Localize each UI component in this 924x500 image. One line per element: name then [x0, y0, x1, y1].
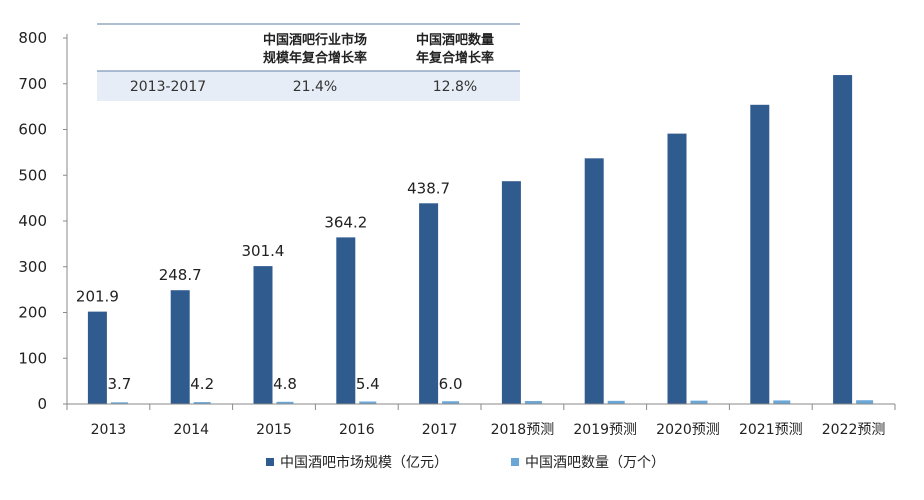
bar-market-size: [170, 290, 190, 404]
x-tick-label: 2017: [422, 422, 458, 438]
x-axis: 2013 2014 2015 2016 2017 2018预测 2019预测 2020预测 20…: [66, 403, 896, 438]
y-tick-label: 100: [18, 349, 47, 367]
bar-bar-count: [442, 401, 460, 404]
table-cell: 21.4%: [293, 79, 337, 95]
table-cell: 2013-2017: [130, 79, 206, 95]
bars: [87, 75, 874, 405]
data-label-market-size: 248.7: [159, 266, 202, 284]
table-header-line: 规模年复合增长率: [263, 50, 367, 66]
x-tick-label: 2015: [256, 422, 292, 438]
x-tick-label: 2021预测: [739, 422, 803, 438]
data-labels: 201.9 3.7 248.7 4.2 301.4 4.8 364.2 5.4 438.7 6.0: [76, 179, 463, 393]
legend-swatch-bar-count: [511, 458, 519, 466]
table-header-line: 年复合增长率: [416, 50, 494, 66]
bar-market-size: [336, 237, 356, 404]
x-tick-label: 2018预测: [491, 422, 555, 438]
bar-market-size: [253, 266, 273, 404]
legend-swatch-market-size: [266, 458, 274, 466]
legend-label-bar-count: 中国酒吧数量（万个）: [525, 455, 665, 471]
bar-bar-count: [110, 402, 128, 404]
table-row-background: [97, 71, 520, 101]
y-tick-label: 500: [18, 166, 47, 184]
y-tick-label: 300: [18, 258, 47, 276]
data-label-market-size: 201.9: [76, 288, 119, 306]
bar-market-size: [833, 75, 853, 405]
data-label-bar-count: 3.7: [107, 375, 131, 393]
bar-bar-count: [359, 401, 377, 404]
y-tick-label: 400: [18, 212, 47, 230]
bar-bar-count: [773, 400, 791, 404]
x-tick-label: 2013: [91, 422, 127, 438]
y-tick-label: 800: [18, 29, 47, 47]
x-tick-label: 2014: [173, 422, 209, 438]
bar-bar-count: [856, 400, 874, 404]
x-tick-label: 2020预测: [656, 422, 720, 438]
table-header-line: 中国酒吧行业市场: [263, 32, 367, 48]
legend: 中国酒吧市场规模（亿元） 中国酒吧数量（万个）: [266, 454, 665, 471]
table-header-cell: 中国酒吧行业市场规模年复合增长率: [263, 32, 367, 66]
cagr-table: 中国酒吧行业市场规模年复合增长率 中国酒吧数量年复合增长率 2013-2017 21.…: [97, 23, 520, 101]
bar-bar-count: [193, 402, 211, 404]
data-label-market-size: 364.2: [324, 213, 367, 231]
bar-market-size: [750, 104, 770, 405]
x-tick-label: 2016: [339, 422, 375, 438]
x-tick-label: 2022预测: [822, 422, 886, 438]
bar-bar-count: [276, 401, 294, 404]
y-tick-label: 600: [18, 121, 47, 139]
data-label-bar-count: 6.0: [439, 375, 463, 393]
x-tick-label: 2019预测: [573, 422, 637, 438]
bar-bar-count: [607, 400, 625, 404]
y-tick-label: 200: [18, 304, 47, 322]
y-axis: 0 100 200 300 400 500 600 700 800: [18, 29, 68, 413]
data-label-market-size: 301.4: [242, 242, 285, 260]
data-label-bar-count: 4.2: [190, 375, 214, 393]
table-cell: 12.8%: [433, 79, 477, 95]
bar-bar-count: [690, 400, 708, 404]
bar-market-size: [584, 158, 604, 404]
bar-bar-count: [524, 401, 542, 404]
bar-market-size: [501, 181, 521, 404]
table-header-line: 中国酒吧数量: [416, 32, 494, 48]
data-label-bar-count: 4.8: [273, 375, 297, 393]
data-label-market-size: 438.7: [407, 179, 450, 197]
y-tick-label: 700: [18, 75, 47, 93]
y-tick-label: 0: [37, 395, 47, 413]
bar-market-size: [667, 133, 687, 404]
table-header-cell: 中国酒吧数量年复合增长率: [416, 32, 494, 66]
bar-market-size: [87, 311, 107, 404]
legend-label-market-size: 中国酒吧市场规模（亿元）: [280, 454, 448, 471]
data-label-bar-count: 5.4: [356, 375, 380, 393]
bar-market-size: [419, 203, 439, 404]
